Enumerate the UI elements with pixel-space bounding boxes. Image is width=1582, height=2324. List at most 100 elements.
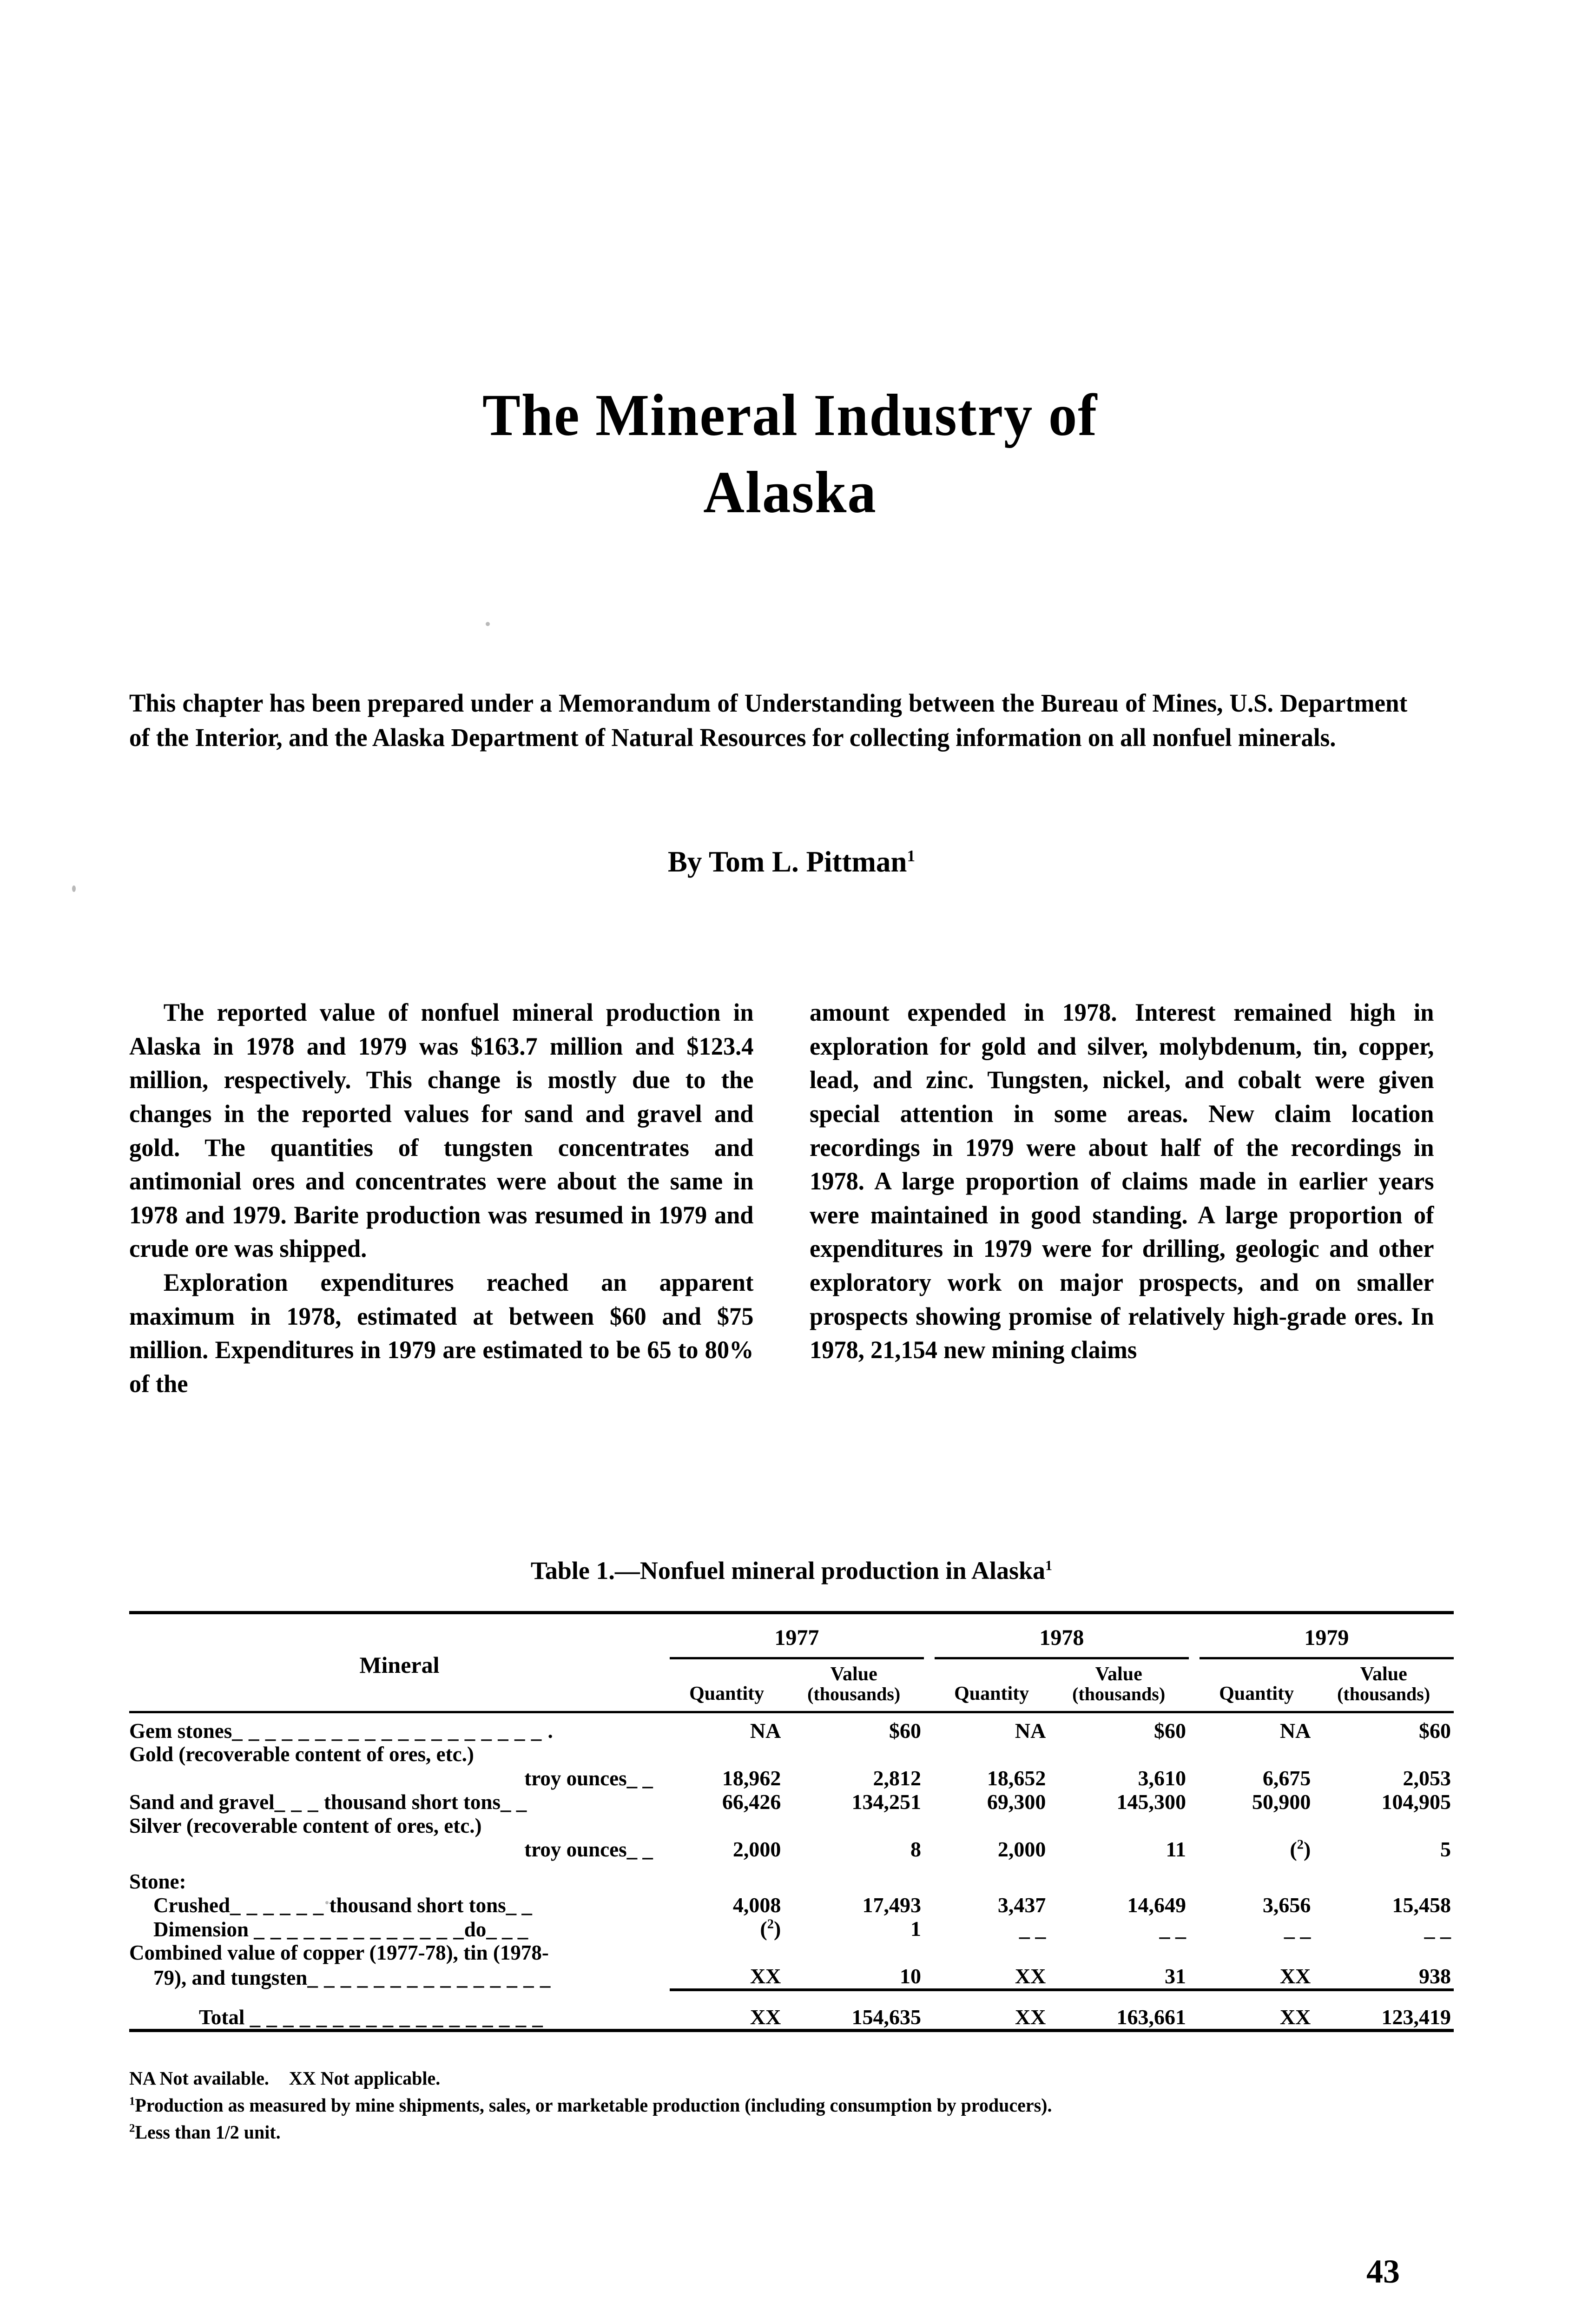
cell-stone-dimension-1978-quantity: _ _: [1019, 1917, 1046, 1941]
cell-gold-1979-quantity: 6,675: [1262, 1766, 1311, 1790]
value-units: (thousands): [1337, 1684, 1430, 1705]
footnote-marker: 2: [767, 1917, 774, 1932]
column-header-value-1979: Value (thousands): [1313, 1658, 1454, 1712]
cell-gem-stones-1977-value: $60: [889, 1718, 921, 1743]
value-units: (thousands): [807, 1684, 901, 1705]
cell-silver-1977-quantity: 2,000: [732, 1837, 781, 1861]
table-row: Stone:: [129, 1862, 1454, 1893]
table-row: troy ounces_ _ 18,962 2,812 18,652 3,610…: [129, 1766, 1454, 1790]
column-header-year-1979: 1979: [1304, 1625, 1349, 1650]
row-unit-text: do_ _ _: [464, 1917, 528, 1941]
row-label-text: Sand and gravel: [129, 1790, 275, 1814]
table-caption-text: Nonfuel mineral production in Alaska: [639, 1557, 1046, 1585]
cell-silver-1979-value: 5: [1440, 1837, 1451, 1861]
footnote-1-text: Production as measured by mine shipments…: [135, 2094, 1052, 2116]
row-leader: _ _ _ _ _ _: [230, 1894, 324, 1917]
column-header-quantity-1977: Quantity: [689, 1683, 765, 1705]
row-label-silver-heading: Silver (recoverable content of ores, etc…: [129, 1814, 482, 1837]
footnote-2: 2Less than 1/2 unit.: [129, 2119, 1434, 2146]
year-rule-1979: [1199, 1654, 1454, 1659]
cell-sand-gravel-1978-value: 145,300: [1116, 1790, 1186, 1814]
column-header-value-1978: Value (thousands): [1048, 1658, 1189, 1712]
cell-total-1978-quantity: XX: [1015, 2005, 1046, 2029]
cell-stone-crushed-1978-quantity: 3,437: [997, 1893, 1046, 1917]
cell-stone-dimension-1979-value: _ _: [1424, 1917, 1451, 1941]
paragraph: The reported value of nonfuel mineral pr…: [129, 998, 754, 1263]
cell-stone-crushed-1977-quantity: 4,008: [732, 1893, 781, 1917]
footnote-marker: 2: [1297, 1837, 1304, 1852]
cell-sand-gravel-1978-quantity: 69,300: [987, 1790, 1046, 1814]
cell-gold-1978-value: 3,610: [1138, 1766, 1186, 1790]
cell-silver-1979-quantity: (2): [1290, 1837, 1311, 1861]
cell-silver-1977-value: 8: [910, 1837, 921, 1861]
value-label: Value: [830, 1663, 877, 1685]
cell-stone-crushed-1978-value: 14,649: [1127, 1893, 1186, 1917]
year-rule-1977: [669, 1654, 924, 1659]
cell-gem-stones-1978-value: $60: [1154, 1718, 1186, 1743]
column-header-value-1977: Value (thousands): [784, 1658, 924, 1712]
cell-stone-dimension-1979-quantity: _ _: [1284, 1917, 1311, 1941]
footnote-xx: XX Not applicable.: [289, 2067, 441, 2089]
row-label-total: Total _ _ _ _ _ _ _ _ _ _ _ _ _ _ _ _ _ …: [129, 2003, 670, 2031]
row-unit-gold: troy ounces_ _: [129, 1766, 670, 1790]
cell-combined-1979-value: 938: [1419, 1964, 1451, 1988]
footnote-1: 1Production as measured by mine shipment…: [129, 2092, 1434, 2119]
byline: By Tom L. Pittman1: [129, 845, 1454, 879]
row-label-text: Crushed: [153, 1894, 231, 1917]
cell-combined-1978-quantity: XX: [1015, 1964, 1046, 1988]
cell-total-1978-value: 163,661: [1116, 2005, 1186, 2029]
cell-gold-1977-quantity: 18,962: [722, 1766, 781, 1790]
table-row: Gold (recoverable content of ores, etc.): [129, 1743, 1454, 1766]
table-rule-bottom: [129, 2029, 1454, 2045]
cell-sand-gravel-1979-value: 104,905: [1381, 1790, 1451, 1814]
body-column-right: amount expended in 1978. Interest remain…: [810, 996, 1434, 1367]
table-rule-above-total: [129, 1988, 1454, 2003]
table-footnotes: NA Not available. XX Not applicable. 1Pro…: [129, 2065, 1434, 2146]
scan-speck: [325, 1901, 329, 1904]
cell-combined-1977-quantity: XX: [750, 1964, 781, 1988]
cell-gem-stones-1978-quantity: NA: [1015, 1718, 1046, 1743]
cell-gem-stones-1979-value: $60: [1419, 1718, 1451, 1743]
cell-gold-1977-value: 2,812: [873, 1766, 921, 1790]
row-unit-text: thousand short tons_ _: [323, 1790, 527, 1814]
column-header-year-1978: 1978: [1039, 1625, 1084, 1650]
cell-gold-1979-value: 2,053: [1403, 1766, 1451, 1790]
table-caption: Table 1.—Nonfuel mineral production in A…: [129, 1556, 1454, 1585]
table-subheader-row: Quantity Value (thousands) Quantity Valu…: [129, 1658, 1454, 1712]
page-number: 43: [1366, 2253, 1400, 2290]
row-unit-silver: troy ounces_ _: [129, 1837, 670, 1862]
column-header-year-1977: 1977: [774, 1625, 819, 1650]
cell-combined-1978-value: 31: [1164, 1964, 1186, 1988]
footnote-2-marker: 2: [129, 2121, 135, 2135]
cell-stone-dimension-1978-value: _ _: [1159, 1917, 1186, 1941]
page-title: The Mineral Industry of Alaska: [200, 376, 1380, 531]
column-header-quantity-1979: Quantity: [1219, 1683, 1294, 1705]
footnote-na: NA Not available.: [129, 2067, 269, 2089]
title-line-1: The Mineral Industry of: [482, 382, 1098, 448]
row-label-sand-and-gravel: Sand and gravel_ _ _ thousand short tons…: [129, 1790, 670, 1814]
table-caption-footnote-marker: 1: [1045, 1558, 1053, 1573]
table-year-underline-row: [129, 1654, 1454, 1659]
row-label-combined-value-line2: 79), and tungsten_ _ _ _ _ _ _ _ _ _ _ _…: [129, 1964, 670, 1990]
cell-sand-gravel-1977-quantity: 66,426: [722, 1790, 781, 1814]
row-label-text: Total: [199, 2005, 250, 2029]
column-header-quantity-1978: Quantity: [954, 1683, 1029, 1705]
cell-stone-dimension-1977-quantity: (2): [760, 1917, 781, 1941]
cell-combined-1977-value: 10: [899, 1964, 921, 1988]
table-row: Crushed_ _ _ _ _ _ thousand short tons_ …: [129, 1893, 1454, 1917]
table-caption-dash: —: [614, 1557, 640, 1585]
row-unit-text: troy ounces_ _: [524, 1838, 653, 1862]
paragraph: Exploration expenditures reached an appa…: [129, 1268, 754, 1398]
cell-gem-stones-1977-quantity: NA: [750, 1718, 781, 1743]
table-row: Gem stones_ _ _ _ _ _ _ _ _ _ _ _ _ _ _ …: [129, 1717, 1454, 1743]
scan-speck: [486, 622, 490, 626]
row-label-text: 79), and tungsten: [153, 1966, 308, 1990]
table-row-total: Total _ _ _ _ _ _ _ _ _ _ _ _ _ _ _ _ _ …: [129, 2003, 1454, 2031]
row-label-gem-stones: Gem stones_ _ _ _ _ _ _ _ _ _ _ _ _ _ _ …: [129, 1717, 670, 1743]
row-leader: _ _ _ _ _ _ _ _ _ _ _ _ _ _ _: [307, 1966, 551, 1990]
row-leader: _ _ _ _ _ _ _ _ _ _ _ _ _: [254, 1917, 464, 1941]
value-label: Value: [1095, 1663, 1142, 1685]
cell-sand-gravel-1977-value: 134,251: [851, 1790, 921, 1814]
memorandum-note: This chapter has been prepared under a M…: [129, 689, 1408, 752]
